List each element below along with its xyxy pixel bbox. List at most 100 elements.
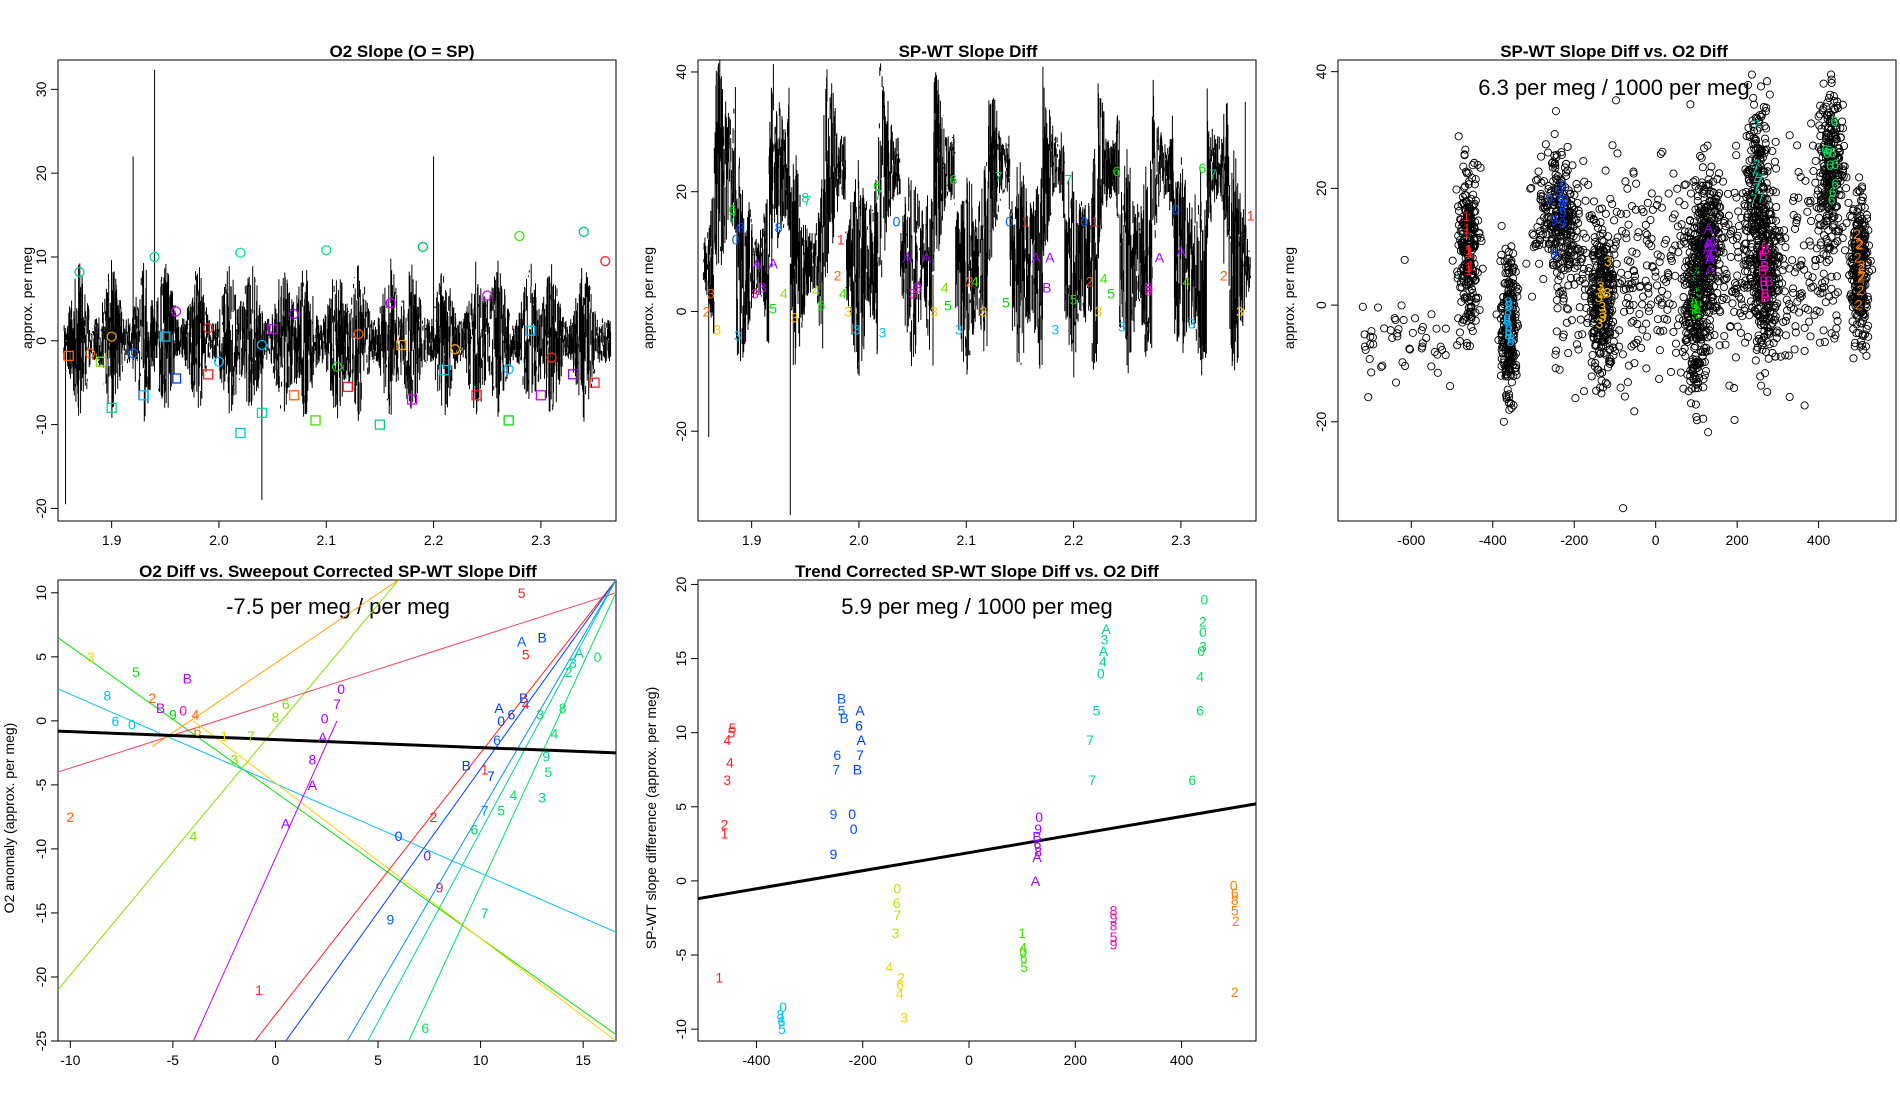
scatter-point: [1677, 306, 1686, 315]
scatter-point: [1696, 359, 1705, 368]
scatter-point: [1837, 191, 1846, 200]
scatter-point: [1430, 348, 1439, 357]
y-tick-label: -10: [673, 1019, 689, 1039]
scatter-point: [1793, 141, 1802, 150]
scatter-point: [1600, 266, 1609, 275]
scatter-point: [1853, 278, 1862, 287]
scatter-point: [1751, 135, 1760, 144]
scatter-point: [1533, 222, 1542, 232]
scatter-point: [1729, 383, 1739, 393]
scatter-point: [1734, 253, 1743, 262]
scatter-point: [1815, 213, 1824, 222]
point-label: 4: [723, 732, 731, 748]
scatter-point: [1369, 340, 1378, 349]
scatter-point: [1593, 335, 1602, 344]
scatter-point: [1558, 215, 1567, 224]
cluster-label: 6: [1825, 142, 1833, 158]
scatter-point: [1655, 294, 1665, 303]
scatter-point: [1565, 210, 1574, 219]
scatter-point: [1748, 303, 1757, 312]
scatter-point: [1760, 220, 1769, 229]
scatter-point: [1366, 332, 1375, 341]
scatter-point: [1622, 234, 1631, 243]
scatter-point: [1743, 267, 1752, 276]
scatter-point: [1507, 256, 1516, 266]
scatter-point: [1599, 349, 1608, 358]
point-label: 5: [729, 720, 737, 736]
scatter-point: [1846, 211, 1855, 220]
scatter-point: [1707, 162, 1716, 171]
plot-frame: [697, 579, 1257, 1042]
scatter-point: [1694, 243, 1703, 252]
scatter-point: [1608, 200, 1617, 209]
scatter-point: [1832, 324, 1841, 333]
cluster-label: 3: [1597, 284, 1605, 300]
cluster-label: 2: [1853, 226, 1861, 242]
scatter-point: [1781, 351, 1790, 360]
point-label: 8: [775, 220, 783, 236]
scatter-point: [1749, 93, 1758, 103]
scatter-point: [1547, 222, 1557, 231]
scatter-point: [1806, 332, 1815, 341]
scatter-point: [1612, 259, 1621, 268]
cluster-label: 5: [1690, 298, 1698, 314]
scatter-point: [1400, 255, 1409, 264]
scatter-point: [1608, 141, 1617, 150]
scatter-point: [1756, 372, 1765, 381]
scatter-point: [1837, 171, 1846, 180]
point-label: B: [519, 690, 528, 706]
scatter-point: [1858, 331, 1868, 340]
cluster-label: 6: [1829, 145, 1837, 161]
panel-slope-diff-vs-o2-diff: SP-WT Slope Diff vs. O2 Diff 6.3 per meg…: [1281, 42, 1897, 548]
scatter-point: [1779, 317, 1788, 327]
scatter-point: [1696, 229, 1705, 238]
scatter-point: [1735, 292, 1744, 301]
scatter-point: [1507, 403, 1516, 413]
square-marker: [310, 415, 321, 426]
scatter-point: [1819, 326, 1828, 335]
scatter-point: [1731, 353, 1740, 362]
scatter-point: [1641, 276, 1650, 285]
scatter-point: [1594, 365, 1603, 374]
scatter-point: [1820, 277, 1830, 286]
scatter-point: [1601, 320, 1610, 329]
square-marker: [396, 339, 407, 351]
scatter-point: [1522, 259, 1531, 268]
point-label: 3: [723, 772, 731, 788]
scatter-point: [1446, 382, 1455, 391]
y-tick-label: 10: [673, 725, 689, 741]
point-label: 3: [791, 309, 799, 325]
scatter-point: [1859, 345, 1868, 354]
scatter-point: [1701, 366, 1711, 376]
scatter-point: [1460, 183, 1469, 192]
panel-title: SP-WT Slope Diff vs. O2 Diff: [1500, 42, 1728, 61]
scatter-point: [1508, 320, 1517, 329]
scatter-point: [1568, 161, 1577, 170]
scatter-point: [1394, 325, 1403, 334]
cluster-label: 9: [1559, 204, 1567, 220]
square-marker: [106, 402, 117, 413]
cluster-label: 2: [1858, 267, 1866, 283]
point-label: 0: [395, 828, 403, 844]
scatter-point: [1829, 104, 1839, 113]
scatter-point: [1752, 192, 1761, 202]
scatter-point: [1854, 286, 1864, 295]
scatter-point: [1674, 248, 1683, 257]
scatter-point: [1551, 350, 1560, 359]
scatter-point: [1622, 299, 1631, 308]
circle-marker: [417, 241, 428, 253]
scatter-point: [1781, 243, 1790, 252]
scatter-point: [1765, 327, 1774, 336]
scatter-point: [1627, 318, 1636, 327]
point-label: 6: [728, 202, 736, 218]
point-label: 7: [247, 728, 255, 744]
scatter-point: [1785, 131, 1794, 140]
scatter-point: [1730, 307, 1739, 316]
scatter-point: [1459, 234, 1469, 243]
scatter-point: [1702, 235, 1711, 244]
point-label: 8: [308, 751, 316, 767]
scatter-point: [1454, 314, 1463, 323]
scatter-point: [1599, 336, 1608, 346]
scatter-point: [1454, 132, 1463, 141]
cluster-label: 8: [1503, 313, 1511, 329]
